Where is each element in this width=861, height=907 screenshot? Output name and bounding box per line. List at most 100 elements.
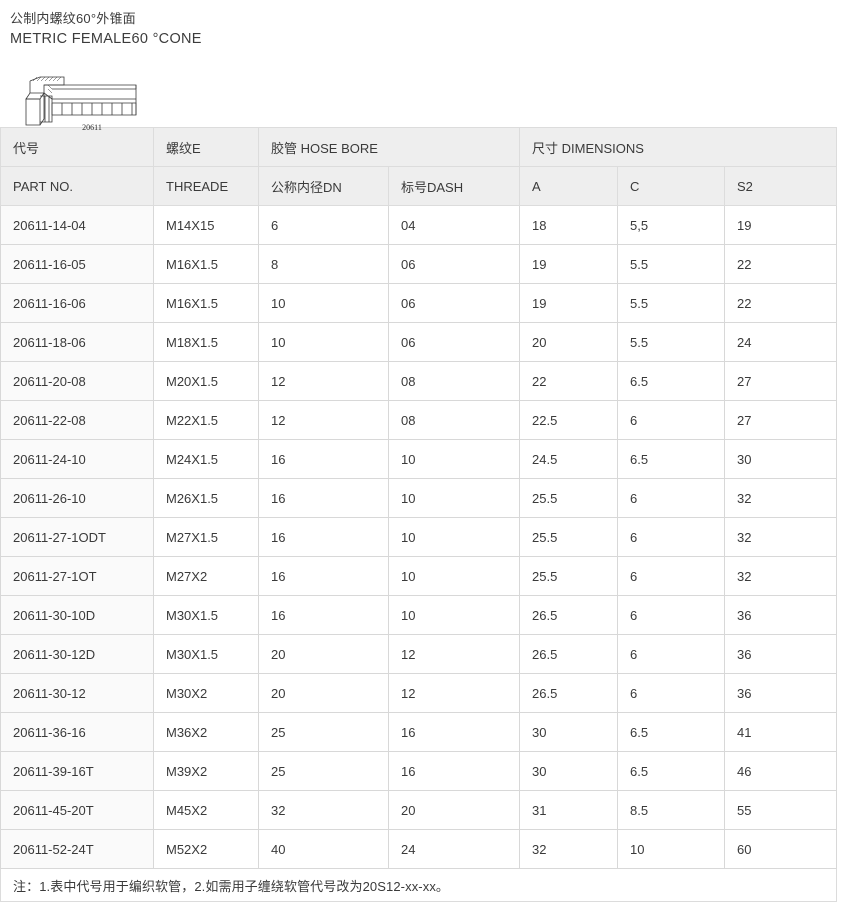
cell-part_no: 20611-30-10D	[0, 595, 154, 635]
cell-c: 6.5	[617, 751, 726, 791]
cell-s2: 22	[724, 283, 838, 323]
table-row: 20611-20-08 M20X1.5 12 08 22 6.5 27	[0, 361, 838, 401]
cell-dash: 08	[387, 400, 521, 440]
table-row: 20611-30-12D M30X1.5 20 12 26.5 6 36	[0, 634, 838, 674]
cell-a: 24.5	[519, 439, 619, 479]
cell-part_no: 20611-39-16T	[0, 751, 154, 791]
table-note-row: 注：1.表中代号用于编织软管，2.如需用子缠绕软管代号改为20S12-xx-xx…	[0, 868, 838, 902]
cell-s2: 36	[724, 595, 838, 635]
header-thread: THREADE	[153, 166, 259, 206]
cell-c: 5,5	[617, 205, 726, 245]
table-row: 20611-16-05 M16X1.5 8 06 19 5.5 22	[0, 244, 838, 284]
table-row: 20611-18-06 M18X1.5 10 06 20 5.5 24	[0, 322, 838, 362]
cell-part_no: 20611-26-10	[0, 478, 154, 518]
cell-dn: 8	[258, 244, 389, 284]
table-row: 20611-36-16 M36X2 25 16 30 6.5 41	[0, 712, 838, 752]
cell-s2: 27	[724, 361, 838, 401]
cell-dn: 16	[258, 439, 389, 479]
cell-dn: 20	[258, 673, 389, 713]
cell-c: 6	[617, 478, 726, 518]
cell-dash: 10	[387, 478, 521, 518]
cell-part_no: 20611-36-16	[0, 712, 154, 752]
cell-a: 22	[519, 361, 619, 401]
cell-a: 19	[519, 283, 619, 323]
cell-a: 26.5	[519, 634, 619, 674]
cell-dash: 20	[387, 790, 521, 830]
cell-c: 6	[617, 595, 726, 635]
table-row: 20611-30-12 M30X2 20 12 26.5 6 36	[0, 673, 838, 713]
cell-c: 10	[617, 829, 726, 869]
table-row: 20611-26-10 M26X1.5 16 10 25.5 6 32	[0, 478, 838, 518]
spec-table: 代号 螺纹E 胶管 HOSE BORE 尺寸 DIMENSIONS PART NO. TH…	[0, 127, 838, 902]
cell-s2: 36	[724, 673, 838, 713]
cell-thread: M27X2	[153, 556, 259, 596]
cell-dash: 16	[387, 751, 521, 791]
cell-dash: 10	[387, 439, 521, 479]
cell-a: 31	[519, 790, 619, 830]
cell-thread: M24X1.5	[153, 439, 259, 479]
table-head: 代号 螺纹E 胶管 HOSE BORE 尺寸 DIMENSIONS PART NO. TH…	[0, 127, 838, 206]
cell-s2: 19	[724, 205, 838, 245]
cell-thread: M52X2	[153, 829, 259, 869]
cell-dn: 20	[258, 634, 389, 674]
cell-c: 5.5	[617, 322, 726, 362]
cell-dash: 10	[387, 556, 521, 596]
header-a: A	[519, 166, 619, 206]
spec-table-wrapper: 代号 螺纹E 胶管 HOSE BORE 尺寸 DIMENSIONS PART NO. TH…	[0, 127, 838, 902]
header-part-no-cn: 代号	[0, 127, 154, 167]
cell-c: 6	[617, 634, 726, 674]
cell-s2: 60	[724, 829, 838, 869]
cell-s2: 46	[724, 751, 838, 791]
table-row: 20611-30-10D M30X1.5 16 10 26.5 6 36	[0, 595, 838, 635]
cell-dash: 06	[387, 283, 521, 323]
cell-thread: M16X1.5	[153, 283, 259, 323]
cell-dn: 16	[258, 517, 389, 557]
cell-part_no: 20611-27-1ODT	[0, 517, 154, 557]
cell-thread: M18X1.5	[153, 322, 259, 362]
cell-dn: 32	[258, 790, 389, 830]
table-row: 20611-52-24T M52X2 40 24 32 10 60	[0, 829, 838, 869]
table-header-sub-row: PART NO. THREADE 公称内径DN 标号DASH A C S2	[0, 166, 838, 206]
cell-dash: 08	[387, 361, 521, 401]
cell-thread: M36X2	[153, 712, 259, 752]
header-part-no: PART NO.	[0, 166, 154, 206]
page-title-english: METRIC FEMALE60 °CONE	[10, 31, 202, 47]
cell-a: 18	[519, 205, 619, 245]
cell-part_no: 20611-16-05	[0, 244, 154, 284]
cell-a: 19	[519, 244, 619, 284]
cell-a: 32	[519, 829, 619, 869]
cell-dash: 04	[387, 205, 521, 245]
cell-part_no: 20611-30-12D	[0, 634, 154, 674]
product-figure: 20611	[0, 49, 861, 132]
header-dash: 标号DASH	[387, 166, 521, 206]
cell-part_no: 20611-14-04	[0, 205, 154, 245]
cell-dn: 10	[258, 322, 389, 362]
cell-a: 22.5	[519, 400, 619, 440]
cell-thread: M22X1.5	[153, 400, 259, 440]
cell-a: 25.5	[519, 517, 619, 557]
cell-thread: M30X1.5	[153, 634, 259, 674]
cell-dn: 16	[258, 595, 389, 635]
cell-c: 6.5	[617, 361, 726, 401]
header-hose-bore: 胶管 HOSE BORE	[257, 127, 521, 167]
cell-a: 26.5	[519, 595, 619, 635]
cell-dn: 6	[258, 205, 389, 245]
header-dimensions: 尺寸 DIMENSIONS	[519, 127, 838, 167]
cell-s2: 27	[724, 400, 838, 440]
cell-part_no: 20611-16-06	[0, 283, 154, 323]
cell-thread: M16X1.5	[153, 244, 259, 284]
cell-dash: 10	[387, 517, 521, 557]
header-thread-cn: 螺纹E	[153, 127, 259, 167]
cell-thread: M14X15	[153, 205, 259, 245]
table-row: 20611-16-06 M16X1.5 10 06 19 5.5 22	[0, 283, 838, 323]
cell-dash: 12	[387, 673, 521, 713]
table-row: 20611-14-04 M14X15 6 04 18 5,5 19	[0, 205, 838, 245]
page-title-chinese: 公制内螺纹60°外锥面	[10, 11, 136, 26]
cell-dn: 25	[258, 712, 389, 752]
cell-c: 6.5	[617, 712, 726, 752]
cell-part_no: 20611-52-24T	[0, 829, 154, 869]
cell-dash: 16	[387, 712, 521, 752]
table-row: 20611-27-1OT M27X2 16 10 25.5 6 32	[0, 556, 838, 596]
cell-dn: 12	[258, 400, 389, 440]
